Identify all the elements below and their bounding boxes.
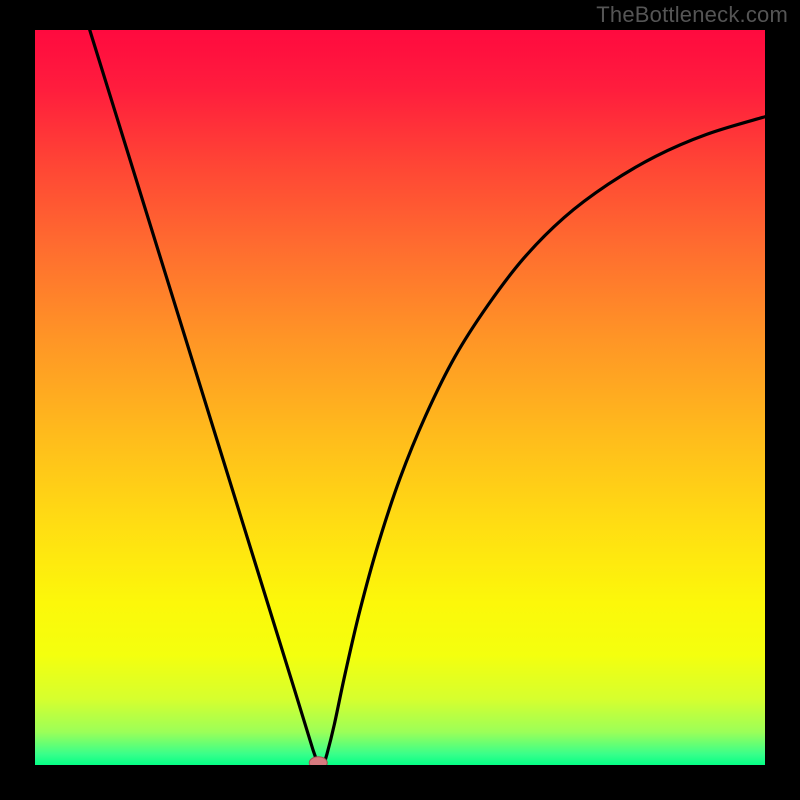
watermark-text: TheBottleneck.com: [596, 2, 788, 28]
minimum-marker-dot: [309, 757, 327, 765]
right-branch-curve: [323, 117, 765, 765]
plot-area: [35, 30, 765, 765]
curve-layer: [35, 30, 765, 765]
chart-frame: TheBottleneck.com: [0, 0, 800, 800]
left-branch-curve: [90, 30, 318, 765]
